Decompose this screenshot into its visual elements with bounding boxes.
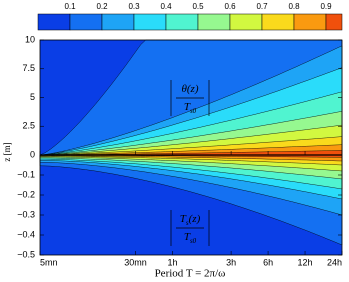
colorbar-segment — [261, 13, 295, 31]
y-tick-label: 10 — [25, 34, 35, 44]
colorbar-segment — [293, 13, 327, 31]
y-tick-label: −0.1 — [17, 169, 35, 179]
y-tick-label: 2.5 — [22, 121, 35, 131]
y-tick-label: 0 — [30, 149, 35, 159]
plot-frame — [39, 39, 343, 256]
y-tick-label: 7.5 — [22, 63, 35, 73]
annotation-part: s0 — [190, 107, 197, 115]
colorbar-segment — [197, 13, 231, 31]
colorbar-segment — [229, 13, 263, 31]
colorbar-segment — [325, 13, 343, 31]
annotation: Ts(z) — [180, 213, 201, 227]
x-tick-label: 30mn — [124, 257, 147, 267]
colorbar-tick-label: 0.7 — [256, 2, 268, 11]
annotation-part: T — [184, 231, 191, 243]
annotation-part: s0 — [190, 237, 197, 245]
colorbar-tick-label: 0.5 — [192, 2, 204, 11]
colorbar-tick-label: 0.9 — [320, 2, 332, 11]
x-tick-label: 3h — [226, 257, 236, 267]
annotation-part: (z) — [189, 213, 201, 225]
x-tick-label: 12h — [298, 257, 313, 267]
y-tick-label: −0.3 — [17, 209, 35, 219]
colorbar-tick-label: 0.6 — [224, 2, 236, 11]
colorbar-segment — [69, 13, 103, 31]
annotation-part: T — [180, 213, 187, 225]
y-tick-label: −0.4 — [17, 229, 35, 239]
colorbar-segment — [37, 13, 71, 31]
x-tick-label: 24h — [327, 257, 342, 267]
colorbar-tick-label: 0.4 — [160, 2, 172, 11]
y-tick-label: −0.5 — [17, 249, 35, 259]
annotation: Ts0 — [184, 101, 197, 115]
colorbar-tick-label: 0.1 — [64, 2, 76, 11]
colorbar-tick-label: 0.8 — [288, 2, 300, 11]
annotation-part: T — [184, 101, 191, 113]
colorbar-segment — [133, 13, 167, 31]
y-tick-label: 5 — [30, 92, 35, 102]
x-tick-label: 1h — [168, 257, 178, 267]
x-axis-label: Period T = 2π/ω — [155, 268, 226, 280]
x-tick-label: 5mn — [40, 257, 58, 267]
annotation: Ts0 — [184, 231, 197, 245]
colorbar-segment — [101, 13, 135, 31]
colorbar-tick-label: 0.2 — [96, 2, 108, 11]
colorbar-tick-label: 0.3 — [128, 2, 140, 11]
annotation-part: s — [186, 219, 189, 227]
annotation: θ(z) — [181, 83, 198, 95]
annotation-part: θ(z) — [181, 83, 198, 95]
colorbar-segment — [165, 13, 199, 31]
contour-fill — [39, 39, 343, 255]
y-axis-label: z [m] — [2, 142, 12, 161]
y-tick-label: −0.2 — [17, 189, 35, 199]
x-tick-label: 6h — [263, 257, 273, 267]
